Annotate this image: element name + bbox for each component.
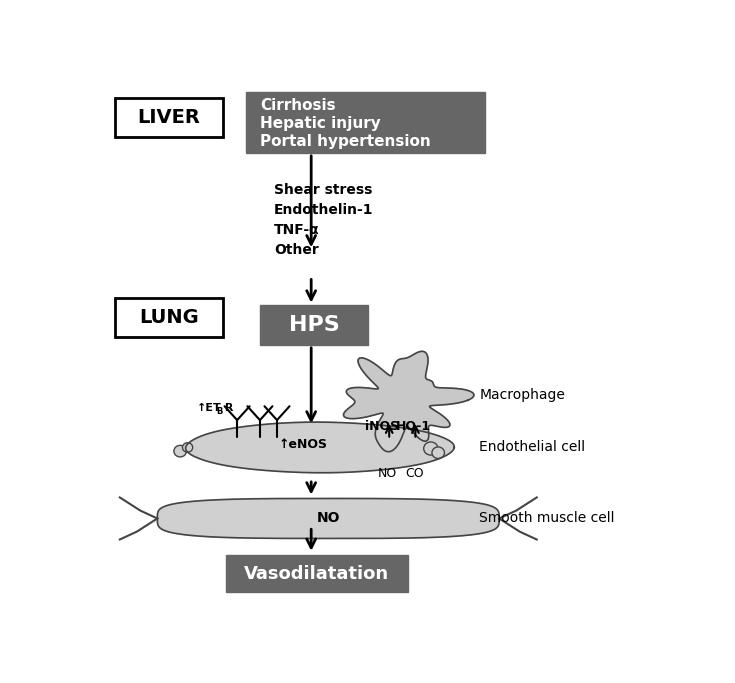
Ellipse shape <box>182 443 193 452</box>
Text: Macrophage: Macrophage <box>479 388 565 402</box>
Text: Vasodilatation: Vasodilatation <box>244 565 390 583</box>
Polygon shape <box>186 422 454 473</box>
FancyBboxPatch shape <box>260 305 368 345</box>
Text: TNF-α: TNF-α <box>274 223 320 237</box>
Polygon shape <box>157 499 499 538</box>
Text: Endothelin-1: Endothelin-1 <box>274 203 373 217</box>
Text: ↑ET: ↑ET <box>197 403 222 413</box>
Text: HPS: HPS <box>289 315 340 335</box>
Text: Portal hypertension: Portal hypertension <box>260 135 431 150</box>
Text: Cirrhosis: Cirrhosis <box>260 98 336 113</box>
Text: LIVER: LIVER <box>137 108 200 127</box>
Text: R: R <box>221 403 234 413</box>
Ellipse shape <box>423 442 438 455</box>
Text: Smooth muscle cell: Smooth muscle cell <box>479 512 614 525</box>
Text: Endothelial cell: Endothelial cell <box>479 441 585 454</box>
Polygon shape <box>343 351 474 451</box>
Text: Other: Other <box>274 242 319 257</box>
Ellipse shape <box>432 447 445 458</box>
Text: NO: NO <box>317 512 340 525</box>
Text: iNOS: iNOS <box>365 420 399 433</box>
Text: B: B <box>216 406 223 416</box>
Text: LUNG: LUNG <box>139 308 198 326</box>
Text: NO: NO <box>377 467 397 480</box>
Text: HO-1: HO-1 <box>396 420 431 433</box>
Text: Shear stress: Shear stress <box>274 183 373 197</box>
FancyBboxPatch shape <box>115 298 223 337</box>
FancyBboxPatch shape <box>115 98 223 137</box>
Text: Hepatic injury: Hepatic injury <box>260 116 381 131</box>
FancyBboxPatch shape <box>245 92 485 153</box>
Ellipse shape <box>174 445 187 457</box>
FancyBboxPatch shape <box>226 555 408 592</box>
Text: CO: CO <box>405 467 423 480</box>
Text: ↑eNOS: ↑eNOS <box>278 438 327 451</box>
